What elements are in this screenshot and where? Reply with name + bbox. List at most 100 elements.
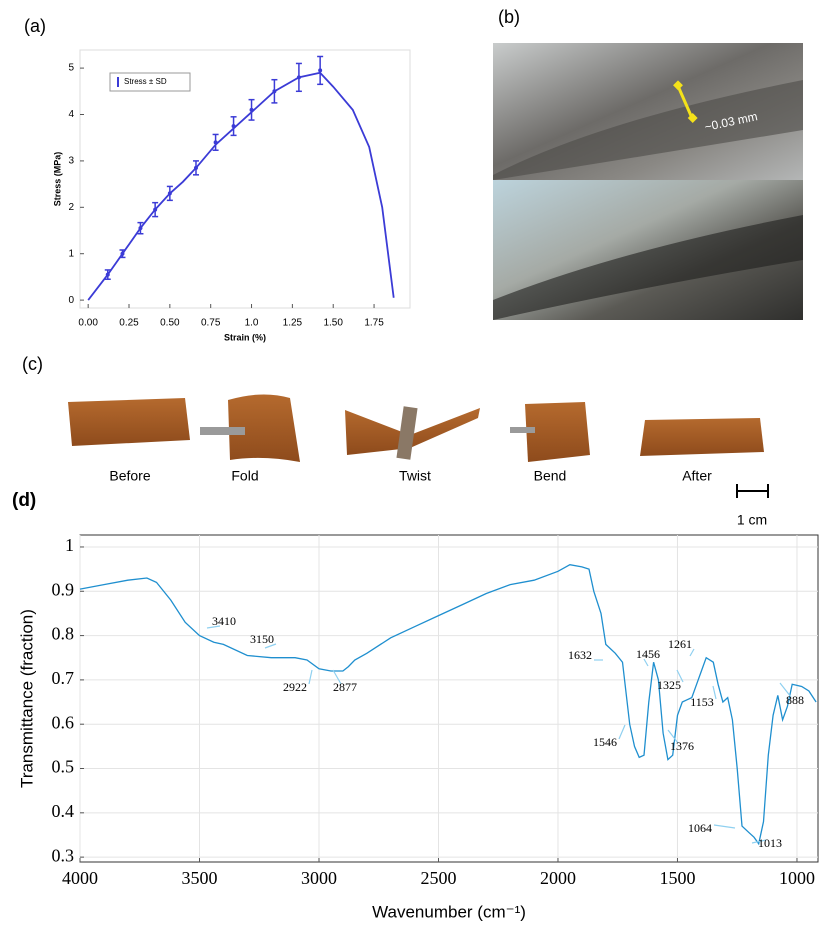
- annotation-arrow: [713, 824, 736, 829]
- marker-end: [673, 80, 683, 91]
- y-tick-label: 1: [68, 248, 74, 259]
- annotation-arrow: [667, 729, 679, 744]
- peak-label: 1456: [636, 647, 660, 661]
- data-point: [167, 191, 172, 196]
- annotation-arrow: [643, 658, 649, 667]
- sample-after: [640, 418, 764, 456]
- x-axis-label: Strain (%): [224, 332, 266, 342]
- peak-label: 2922: [283, 680, 307, 694]
- peak-label: 1261: [668, 637, 692, 651]
- y-tick-label: 0.7: [52, 668, 75, 688]
- data-point: [193, 165, 198, 170]
- peak-label: 1064: [688, 821, 712, 835]
- data-point: [120, 251, 125, 256]
- annotation-arrow: [676, 669, 684, 683]
- peak-label: 3150: [250, 632, 274, 646]
- y-tick-label: 3: [68, 156, 74, 167]
- y-tick-label: 0: [68, 295, 74, 306]
- x-tick-label: 3500: [181, 868, 217, 888]
- annotation-arrow: [779, 682, 792, 698]
- annotation-arrow: [264, 643, 277, 649]
- x-tick-label: 0.00: [78, 318, 98, 329]
- data-line: [87, 71, 395, 301]
- annotation-arrow: [712, 685, 717, 700]
- y-axis-label: Transmittance (fraction): [17, 609, 36, 788]
- x-tick-label: 1.50: [323, 318, 343, 329]
- x-axis-label: Wavenumber (cm⁻¹): [372, 902, 526, 921]
- peak-label: 1546: [593, 735, 617, 749]
- y-tick-label: 5: [68, 63, 74, 74]
- data-point: [272, 89, 277, 94]
- data-point: [105, 272, 110, 277]
- annotation-arrow: [751, 839, 767, 844]
- data-point: [153, 207, 158, 212]
- peak-label: 1013: [758, 836, 782, 850]
- x-tick-label: 0.25: [119, 318, 139, 329]
- x-tick-label: 1000: [779, 868, 815, 888]
- x-tick-label: 0.50: [160, 318, 180, 329]
- data-point: [249, 107, 254, 112]
- sample-fold: [228, 394, 300, 462]
- tool: [510, 427, 535, 433]
- data-point: [231, 124, 236, 129]
- data-point: [138, 226, 143, 231]
- sample-label: Bend: [534, 468, 567, 484]
- y-tick-label: 0.9: [52, 579, 75, 599]
- annotation-arrow: [689, 648, 695, 657]
- x-tick-label: 1.75: [364, 318, 384, 329]
- peak-label: 3410: [212, 614, 236, 628]
- x-tick-label: 1.25: [283, 318, 303, 329]
- data-line: [79, 564, 817, 846]
- panel-label: (a): [24, 16, 46, 36]
- y-tick-label: 4: [68, 109, 74, 120]
- data-point: [296, 75, 301, 80]
- panel-label: (b): [498, 7, 520, 27]
- annotation-arrow: [206, 625, 221, 629]
- panel-label: (c): [22, 354, 43, 374]
- sample-before: [68, 398, 190, 446]
- peak-label: 1376: [670, 739, 694, 753]
- sample-twist: [345, 408, 480, 455]
- sample-bend: [525, 402, 590, 462]
- panel-label: (d): [12, 490, 36, 511]
- x-tick-label: 2500: [420, 868, 456, 888]
- tool: [396, 406, 418, 460]
- annotation-arrow: [332, 669, 342, 685]
- y-tick-label: 1: [65, 535, 74, 555]
- x-tick-label: 1.0: [245, 318, 259, 329]
- texture: [493, 215, 803, 320]
- peak-label: 888: [786, 693, 804, 707]
- peak-label: 1325: [657, 678, 681, 692]
- scale-label: 1 cm: [737, 512, 767, 528]
- sample-label: After: [682, 468, 712, 484]
- texture: [493, 80, 803, 180]
- y-tick-label: 0.8: [52, 624, 75, 644]
- y-tick-label: 0.6: [52, 712, 75, 732]
- y-tick-label: 0.3: [52, 845, 75, 865]
- x-tick-label: 1500: [659, 868, 695, 888]
- legend-box: [109, 72, 191, 92]
- x-tick-label: 0.75: [201, 318, 221, 329]
- legend-label: Stress ± SD: [124, 77, 167, 86]
- sample-label: Twist: [399, 468, 431, 484]
- sample-label: Fold: [231, 468, 258, 484]
- annotation-arrow: [618, 724, 626, 740]
- y-tick-label: 2: [68, 202, 74, 213]
- peak-label: 1153: [690, 695, 714, 709]
- peak-label: 2877: [333, 680, 357, 694]
- x-tick-label: 3000: [301, 868, 337, 888]
- data-point: [318, 68, 323, 73]
- plot-frame: [79, 49, 411, 309]
- y-tick-label: 0.5: [52, 757, 75, 777]
- sample-labels: Before Fold Twist Bend After: [109, 468, 712, 484]
- thickness-marker: [676, 85, 694, 119]
- y-axis-label: Stress (MPa): [52, 152, 62, 207]
- x-tick-label: 2000: [540, 868, 576, 888]
- data-point: [213, 140, 218, 145]
- sample-label: Before: [109, 468, 150, 484]
- peak-label: 1632: [568, 648, 592, 662]
- x-tick-label: 4000: [62, 868, 98, 888]
- y-tick-label: 0.4: [52, 801, 75, 821]
- annotation-arrow: [308, 669, 313, 685]
